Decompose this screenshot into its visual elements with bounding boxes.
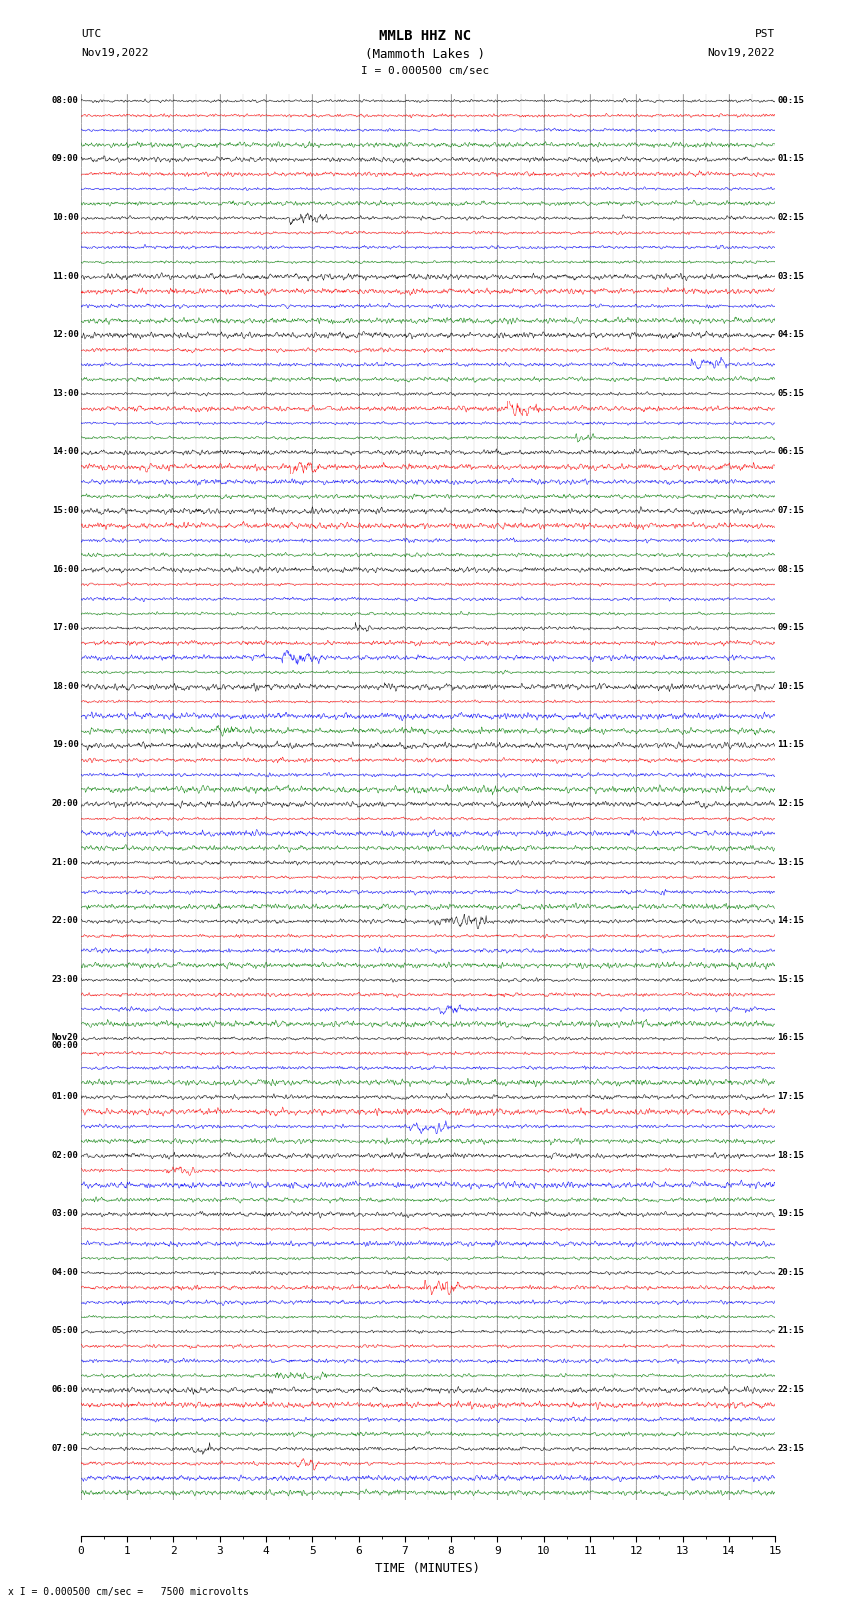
Text: 08:15: 08:15 [777,565,804,574]
Text: 09:00: 09:00 [52,155,79,163]
Text: 04:15: 04:15 [777,331,804,339]
Text: 00:00: 00:00 [52,1040,79,1050]
Text: Nov20: Nov20 [52,1034,79,1042]
Text: 03:00: 03:00 [52,1210,79,1218]
Text: Nov19,2022: Nov19,2022 [708,48,775,58]
Text: UTC: UTC [81,29,101,39]
Text: 10:00: 10:00 [52,213,79,223]
Text: 21:00: 21:00 [52,858,79,866]
Text: 17:00: 17:00 [52,623,79,632]
Text: 01:15: 01:15 [777,155,804,163]
Text: 14:00: 14:00 [52,447,79,456]
Text: PST: PST [755,29,775,39]
Text: 10:15: 10:15 [777,682,804,690]
Text: 15:15: 15:15 [777,974,804,984]
Text: 07:00: 07:00 [52,1444,79,1453]
Text: 15:00: 15:00 [52,506,79,515]
Text: 21:15: 21:15 [777,1326,804,1336]
Text: 16:00: 16:00 [52,565,79,574]
Text: 01:00: 01:00 [52,1092,79,1102]
Text: x I = 0.000500 cm/sec =   7500 microvolts: x I = 0.000500 cm/sec = 7500 microvolts [8,1587,249,1597]
Text: 23:15: 23:15 [777,1444,804,1453]
Text: MMLB HHZ NC: MMLB HHZ NC [379,29,471,44]
Text: 05:00: 05:00 [52,1326,79,1336]
Text: 20:00: 20:00 [52,798,79,808]
Text: 13:00: 13:00 [52,389,79,398]
Text: 20:15: 20:15 [777,1268,804,1277]
Text: 06:00: 06:00 [52,1386,79,1394]
Text: 19:00: 19:00 [52,740,79,750]
Text: 03:15: 03:15 [777,271,804,281]
Text: 12:00: 12:00 [52,331,79,339]
Text: 02:15: 02:15 [777,213,804,223]
Text: 16:15: 16:15 [777,1034,804,1042]
Text: 22:00: 22:00 [52,916,79,926]
Text: 05:15: 05:15 [777,389,804,398]
Text: 19:15: 19:15 [777,1210,804,1218]
Text: 11:00: 11:00 [52,271,79,281]
Text: 09:15: 09:15 [777,623,804,632]
Text: Nov19,2022: Nov19,2022 [81,48,148,58]
Text: 11:15: 11:15 [777,740,804,750]
Text: 23:00: 23:00 [52,974,79,984]
Text: (Mammoth Lakes ): (Mammoth Lakes ) [365,48,485,61]
Text: 02:00: 02:00 [52,1150,79,1160]
Text: 14:15: 14:15 [777,916,804,926]
Text: 04:00: 04:00 [52,1268,79,1277]
Text: 18:00: 18:00 [52,682,79,690]
Text: 06:15: 06:15 [777,447,804,456]
Text: 22:15: 22:15 [777,1386,804,1394]
Text: 18:15: 18:15 [777,1150,804,1160]
Text: 13:15: 13:15 [777,858,804,866]
Text: 07:15: 07:15 [777,506,804,515]
Text: 12:15: 12:15 [777,798,804,808]
Text: 00:15: 00:15 [777,95,804,105]
Text: I = 0.000500 cm/sec: I = 0.000500 cm/sec [361,66,489,76]
Text: 08:00: 08:00 [52,95,79,105]
Text: 17:15: 17:15 [777,1092,804,1102]
X-axis label: TIME (MINUTES): TIME (MINUTES) [376,1561,480,1574]
